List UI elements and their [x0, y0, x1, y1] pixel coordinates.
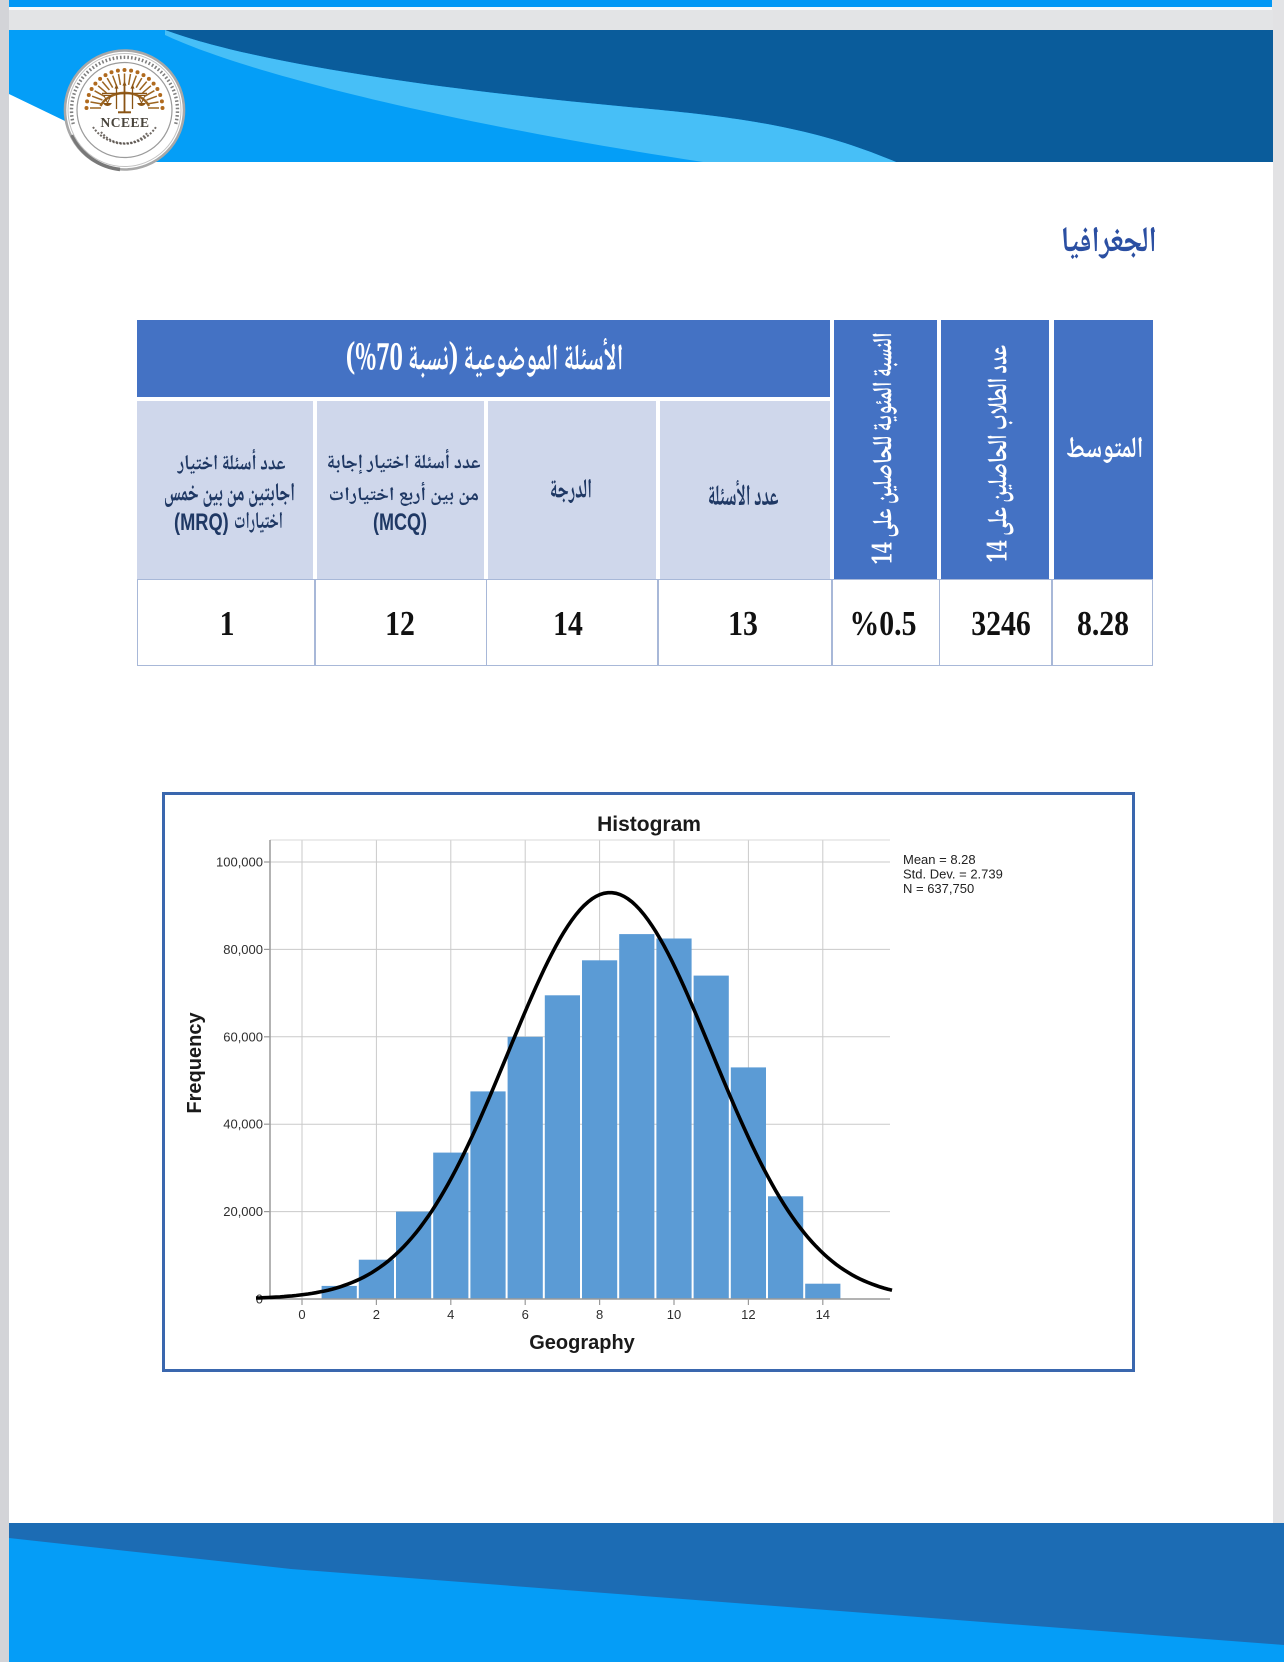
svg-text:4: 4: [447, 1307, 454, 1322]
svg-text:10: 10: [667, 1307, 681, 1322]
svg-text:NCEEE: NCEEE: [100, 115, 149, 130]
svg-text:0: 0: [298, 1307, 305, 1322]
svg-text:20,000: 20,000: [223, 1204, 263, 1219]
svg-text:60,000: 60,000: [223, 1029, 263, 1044]
svg-text:40,000: 40,000: [223, 1117, 263, 1132]
svg-text:8: 8: [596, 1307, 603, 1322]
svg-text:80,000: 80,000: [223, 942, 263, 957]
svg-text:N = 637,750: N = 637,750: [903, 881, 974, 896]
svg-text:2: 2: [373, 1307, 380, 1322]
svg-text:12: 12: [741, 1307, 755, 1322]
svg-text:Histogram: Histogram: [597, 813, 701, 836]
svg-text:Std. Dev. = 2.739: Std. Dev. = 2.739: [903, 867, 1003, 882]
svg-text:Frequency: Frequency: [184, 1012, 206, 1114]
svg-text:6: 6: [522, 1307, 529, 1322]
svg-text:14: 14: [816, 1307, 830, 1322]
svg-text:100,000: 100,000: [216, 855, 263, 870]
svg-text:Geography: Geography: [529, 1332, 635, 1354]
svg-text:Mean = 8.28: Mean = 8.28: [903, 852, 976, 867]
